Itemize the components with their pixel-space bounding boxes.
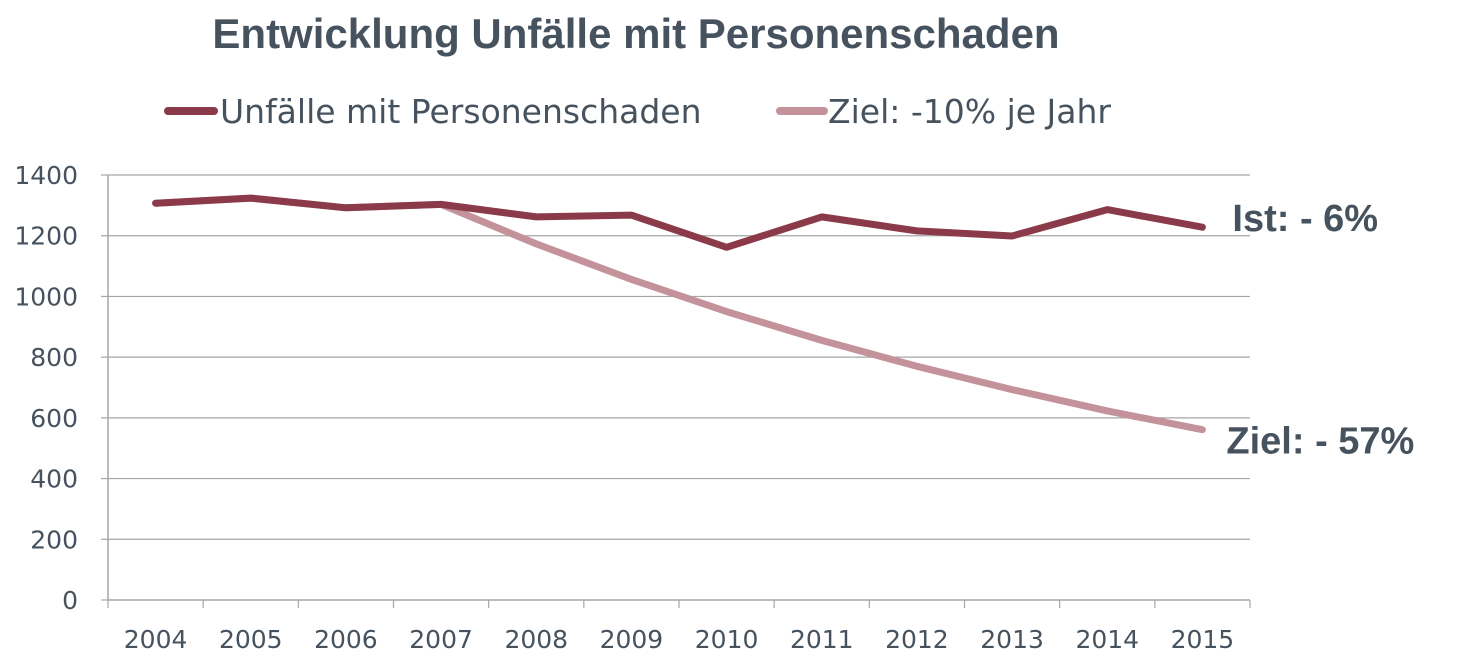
annotations: Ist: - 6% Ziel: - 57% bbox=[1226, 198, 1414, 462]
y-tick-label: 1200 bbox=[14, 222, 78, 251]
x-tick-label: 2008 bbox=[504, 625, 568, 654]
series-lines bbox=[152, 194, 1206, 434]
y-tick-label: 1400 bbox=[14, 161, 78, 190]
x-axis-ticks: 2004 2005 2006 2007 2008 2009 2010 2011 2012 2013… bbox=[107, 600, 1251, 654]
x-tick-label: 2015 bbox=[1171, 625, 1235, 654]
y-tick-label: 0 bbox=[62, 586, 78, 615]
x-tick-label: 2013 bbox=[980, 625, 1044, 654]
x-tick-label: 2009 bbox=[600, 625, 664, 654]
y-tick-label: 400 bbox=[30, 465, 78, 494]
x-tick-label: 2006 bbox=[314, 625, 378, 654]
x-tick-label: 2007 bbox=[409, 625, 473, 654]
y-tick-label: 600 bbox=[30, 404, 78, 433]
series-line-1 bbox=[152, 194, 1206, 251]
gridlines bbox=[108, 174, 1250, 540]
axes bbox=[107, 175, 1250, 601]
x-tick-label: 2010 bbox=[695, 625, 759, 654]
y-axis-ticks: 0 200 400 600 800 1000 1200 1400 bbox=[14, 161, 108, 615]
legend: Unfälle mit Personenschaden Ziel: -10% j… bbox=[164, 92, 1111, 131]
y-tick-label: 800 bbox=[30, 343, 78, 372]
legend-label-series-1: Unfälle mit Personenschaden bbox=[220, 92, 702, 131]
x-tick-label: 2005 bbox=[219, 625, 283, 654]
x-tick-label: 2012 bbox=[885, 625, 949, 654]
x-tick-label: 2004 bbox=[124, 625, 188, 654]
x-tick-label: 2011 bbox=[790, 625, 854, 654]
legend-label-series-2: Ziel: -10% je Jahr bbox=[828, 92, 1111, 131]
annotation-2: Ziel: - 57% bbox=[1226, 421, 1414, 463]
chart-title: Entwicklung Unfälle mit Personenschaden bbox=[212, 10, 1059, 57]
y-tick-label: 1000 bbox=[14, 282, 78, 311]
annotation-1: Ist: - 6% bbox=[1232, 198, 1378, 240]
x-tick-label: 2014 bbox=[1075, 625, 1139, 654]
y-tick-label: 200 bbox=[30, 525, 78, 554]
